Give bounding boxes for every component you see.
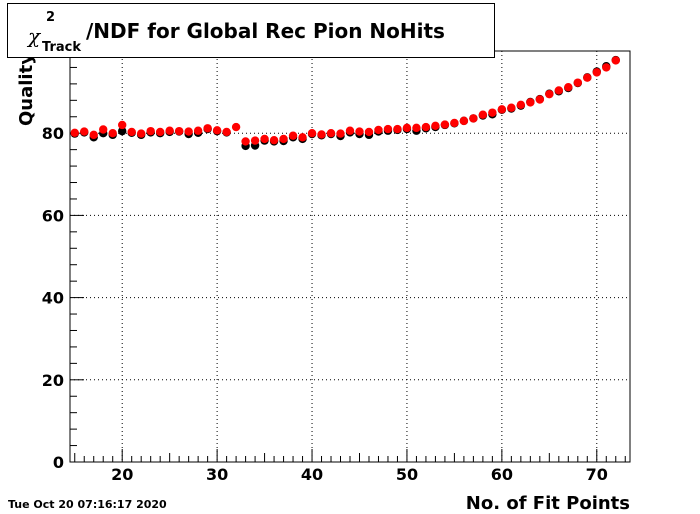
- data-point-red: [99, 125, 108, 134]
- data-point-red: [136, 129, 146, 138]
- data-point-red: [260, 134, 269, 144]
- data-point-red: [478, 110, 488, 119]
- data-point-red: [279, 134, 288, 144]
- data-point-red: [118, 120, 127, 130]
- data-point-red: [611, 56, 620, 65]
- data-point-red: [450, 118, 459, 128]
- data-point-red: [402, 123, 412, 133]
- data-point-red: [469, 114, 478, 123]
- data-point-red: [317, 130, 326, 139]
- data-point-red: [70, 128, 79, 137]
- data-point-red: [431, 121, 440, 131]
- data-point-red: [345, 126, 355, 135]
- x-axis-title: No. of Fit Points: [466, 493, 630, 514]
- data-point-red: [602, 63, 611, 72]
- title-text: /NDF for Global Rec Pion NoHits: [86, 19, 445, 43]
- data-point-red: [241, 137, 250, 146]
- x-tick-label: 20: [111, 465, 133, 484]
- data-point-red: [554, 86, 564, 95]
- data-point-black: [118, 126, 127, 136]
- data-point-red: [326, 129, 336, 138]
- data-point-red: [459, 116, 469, 126]
- data-point-red: [184, 127, 193, 136]
- data-point-red: [269, 135, 279, 145]
- data-point-red: [583, 73, 592, 82]
- y-tick-label: 80: [42, 124, 64, 143]
- data-point-red: [507, 103, 516, 112]
- data-point-red: [564, 82, 573, 92]
- grid-lines: [70, 50, 630, 462]
- title-chi-symbol: χ: [28, 24, 41, 48]
- data-point-red: [592, 68, 601, 77]
- data-point-red: [374, 125, 383, 135]
- y-axis-title: Quality: [16, 53, 37, 126]
- data-point-red: [155, 127, 165, 137]
- data-point-red: [146, 126, 155, 136]
- data-point-red: [526, 98, 535, 107]
- data-point-red: [203, 124, 212, 133]
- data-point-red: [298, 133, 307, 142]
- data-point-red: [127, 127, 136, 137]
- data-point-red: [545, 89, 554, 99]
- y-tick-label: 40: [42, 289, 64, 308]
- data-point-red: [288, 131, 298, 140]
- data-point-red: [516, 100, 526, 110]
- data-point-red: [222, 127, 231, 137]
- data-point-red: [250, 136, 260, 145]
- data-points: [70, 55, 620, 151]
- y-tick-label: 60: [42, 206, 64, 225]
- y-tick-label: 0: [53, 453, 64, 472]
- data-point-red: [573, 78, 582, 87]
- x-tick-label: 50: [396, 465, 418, 484]
- y-tick-label: 20: [42, 371, 64, 390]
- data-point-red: [80, 127, 89, 136]
- data-point-red: [165, 126, 174, 135]
- axis-ticks: [70, 50, 626, 463]
- data-point-red: [364, 127, 374, 137]
- data-point-red: [231, 122, 241, 132]
- data-point-red: [307, 129, 317, 138]
- data-point-red: [108, 129, 117, 138]
- data-point-red: [440, 120, 450, 129]
- data-point-red: [421, 122, 431, 132]
- data-point-red: [355, 127, 364, 136]
- title-subscript: Track: [42, 40, 81, 55]
- x-tick-label: 70: [586, 465, 608, 484]
- data-point-red: [174, 126, 184, 136]
- data-point-red: [212, 126, 222, 135]
- x-tick-label: 60: [491, 465, 513, 484]
- tick-labels: 203040506070020406080100: [31, 42, 608, 484]
- data-point-red: [497, 105, 507, 114]
- title-superscript: 2: [46, 10, 56, 25]
- data-point-red: [336, 129, 345, 138]
- plot-frame: [69, 50, 631, 463]
- chart-title: χ 2 Track /NDF for Global Rec Pion NoHit…: [7, 3, 495, 58]
- x-tick-label: 30: [206, 465, 228, 484]
- timestamp-label: Tue Oct 20 07:16:17 2020: [8, 498, 167, 511]
- data-point-red: [193, 126, 203, 135]
- x-tick-label: 40: [301, 465, 323, 484]
- data-point-red: [488, 108, 497, 117]
- data-point-red: [393, 124, 402, 134]
- data-point-red: [383, 124, 393, 134]
- data-point-red: [412, 123, 421, 133]
- data-point-red: [535, 95, 545, 104]
- data-point-red: [89, 130, 98, 140]
